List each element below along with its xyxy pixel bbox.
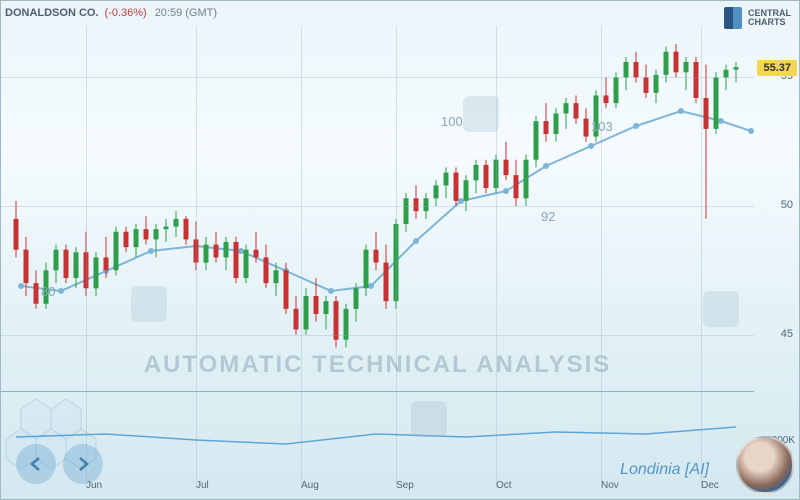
londinia-label: Londinia [AI] bbox=[620, 461, 709, 479]
watermark-text: AUTOMATIC TECHNICAL ANALYSIS bbox=[1, 351, 754, 379]
compass-icon[interactable] bbox=[463, 96, 499, 132]
svg-text:92: 92 bbox=[541, 209, 555, 224]
chart-icon[interactable] bbox=[703, 291, 739, 327]
y-axis: 455055 bbox=[757, 26, 799, 386]
timestamp: 20:59 (GMT) bbox=[155, 7, 217, 19]
price-change: (-0.36%) bbox=[105, 7, 147, 19]
nav-next-button[interactable] bbox=[63, 444, 103, 484]
ticker-symbol: DONALDSON CO. bbox=[5, 7, 99, 19]
nav-prev-button[interactable] bbox=[16, 444, 56, 484]
svg-text:100: 100 bbox=[441, 114, 463, 129]
news-icon[interactable] bbox=[411, 401, 447, 437]
chart-header: DONALDSON CO. (-0.36%) 20:59 (GMT) bbox=[5, 3, 795, 23]
current-price-badge: 55.37 bbox=[757, 60, 797, 76]
arrow-icon[interactable] bbox=[131, 286, 167, 322]
ai-avatar[interactable] bbox=[736, 436, 794, 494]
svg-text:80: 80 bbox=[41, 284, 55, 299]
